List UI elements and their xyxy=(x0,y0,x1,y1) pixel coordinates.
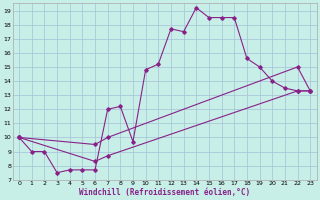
X-axis label: Windchill (Refroidissement éolien,°C): Windchill (Refroidissement éolien,°C) xyxy=(79,188,250,197)
